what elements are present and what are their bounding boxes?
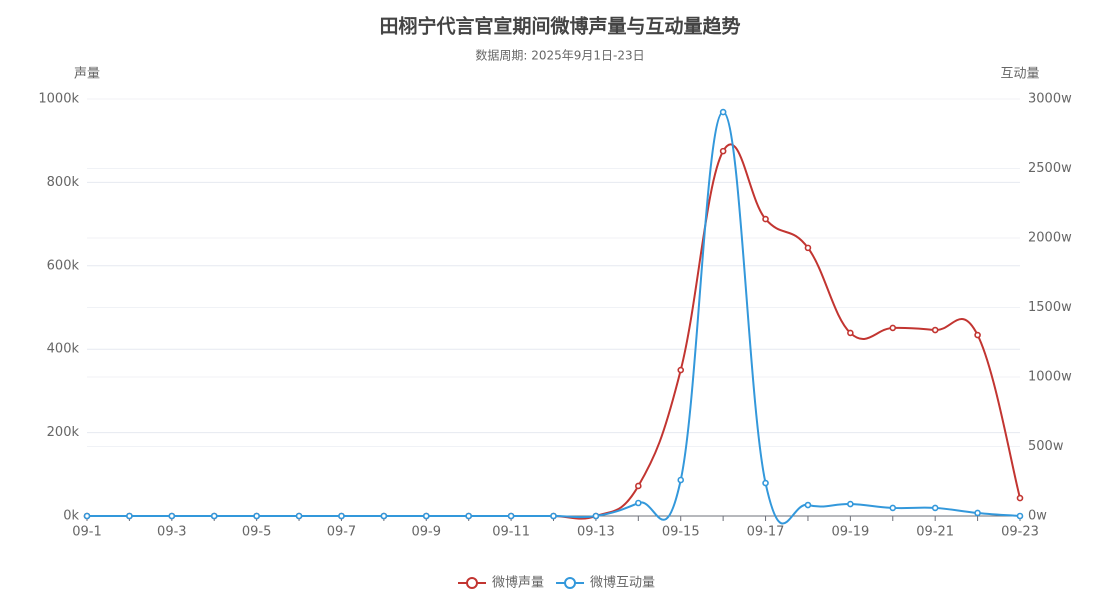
y-tick-label: 200k — [47, 425, 80, 440]
point — [253, 512, 260, 520]
point — [550, 512, 557, 520]
point — [719, 147, 727, 155]
point — [847, 500, 854, 508]
point — [889, 324, 897, 332]
point — [168, 512, 176, 520]
point — [804, 244, 812, 252]
line — [86, 111, 1021, 525]
point — [931, 326, 939, 334]
point — [1016, 494, 1024, 502]
point — [422, 512, 430, 520]
y-tick-label: 600k — [47, 258, 80, 273]
point — [210, 512, 218, 520]
x-tick-label: 09-17 — [747, 525, 785, 540]
legend-marker — [564, 577, 577, 589]
legend-label: 微博互动量 — [590, 576, 655, 591]
line — [86, 143, 1021, 520]
point — [889, 504, 897, 512]
point — [677, 366, 685, 374]
point — [380, 512, 388, 520]
point — [465, 512, 472, 520]
point — [507, 512, 515, 520]
point — [592, 512, 600, 520]
point — [931, 504, 939, 512]
y2-axis-title: 互动量 — [1000, 67, 1039, 82]
y2-tick-label: 500w — [1028, 439, 1064, 454]
y-tick-label: 1000k — [38, 92, 79, 107]
x-tick-label: 09-7 — [327, 525, 357, 540]
x-tick-label: 09-9 — [412, 525, 442, 540]
point — [126, 512, 133, 520]
point — [847, 329, 854, 337]
y-axis-title: 声量 — [74, 67, 100, 82]
point — [1016, 512, 1024, 520]
point — [762, 479, 769, 487]
x-tick-label: 09-11 — [492, 525, 530, 540]
x-tick-label: 09-3 — [157, 525, 187, 540]
point — [762, 215, 769, 223]
point — [83, 512, 91, 520]
x-tick-label: 09-1 — [72, 525, 102, 540]
point — [677, 476, 685, 484]
y2-tick-label: 2500w — [1028, 161, 1072, 176]
x-tick-label: 09-21 — [916, 525, 954, 540]
legend-marker — [466, 577, 478, 589]
y2-tick-label: 3000w — [1028, 92, 1072, 107]
point — [719, 108, 727, 116]
x-tick-label: 09-5 — [242, 525, 272, 540]
point — [338, 512, 345, 520]
y-tick-label: 800k — [47, 175, 80, 190]
x-tick-label: 09-13 — [577, 525, 615, 540]
point — [635, 482, 642, 490]
point — [295, 512, 303, 520]
y-tick-label: 400k — [47, 342, 80, 357]
chart-subtitle: 数据周期: 2025年9月1日-23日 — [475, 48, 644, 63]
chart-title: 田栩宁代言官宣期间微博声量与互动量趋势 — [379, 15, 740, 38]
point — [974, 331, 981, 339]
y2-tick-label: 1500w — [1028, 300, 1072, 315]
point — [635, 499, 642, 507]
y-tick-label: 0k — [63, 509, 79, 524]
legend-label: 微博声量 — [492, 576, 544, 591]
x-tick-label: 09-23 — [1001, 525, 1039, 540]
point — [974, 509, 981, 517]
y2-tick-label: 1000w — [1028, 370, 1072, 385]
y2-tick-label: 0w — [1028, 509, 1047, 524]
point — [804, 501, 812, 509]
x-tick-label: 09-19 — [831, 525, 869, 540]
x-tick-label: 09-15 — [662, 525, 700, 540]
y2-tick-label: 2000w — [1028, 231, 1072, 246]
